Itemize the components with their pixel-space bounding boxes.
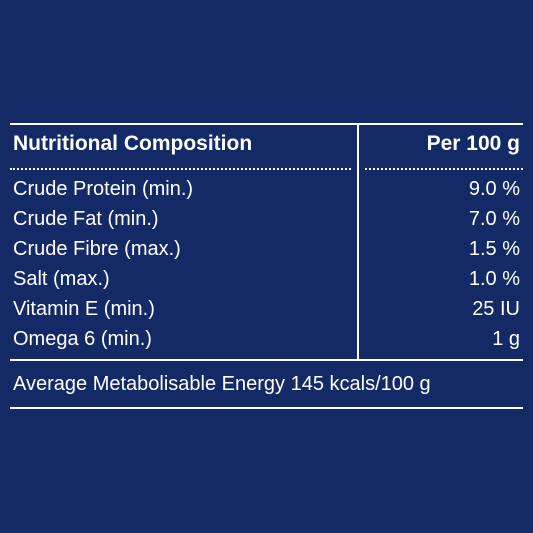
energy-statement: Average Metabolisable Energy 145 kcals/1… [13,373,431,395]
nutrient-column-header: Nutritional Composition [13,132,253,155]
table-row-value: 25 IU [472,298,520,320]
table-row-value: 9.0 % [468,178,520,200]
header-left-dotted-rule [10,168,351,170]
table-row-value: 7.0 % [468,208,520,230]
table-row-label: Crude Protein (min.) [13,178,194,200]
table-top-rule [10,123,523,125]
table-row-label: Crude Fibre (max.) [13,238,181,260]
table-row-value: 1.0 % [468,268,520,290]
footer-bottom-rule [10,407,523,409]
table-column-divider [357,123,359,361]
table-row-value: 1 g [492,328,520,350]
table-row-label: Vitamin E (min.) [13,298,155,320]
table-row-label: Omega 6 (min.) [13,328,152,350]
table-row-value: 1.5 % [468,238,520,260]
table-body-bottom-rule [10,359,523,361]
table-row-label: Salt (max.) [13,268,110,290]
header-right-dotted-rule [365,168,523,170]
amount-column-header: Per 100 g [426,132,520,155]
table-row-label: Crude Fat (min.) [13,208,159,230]
